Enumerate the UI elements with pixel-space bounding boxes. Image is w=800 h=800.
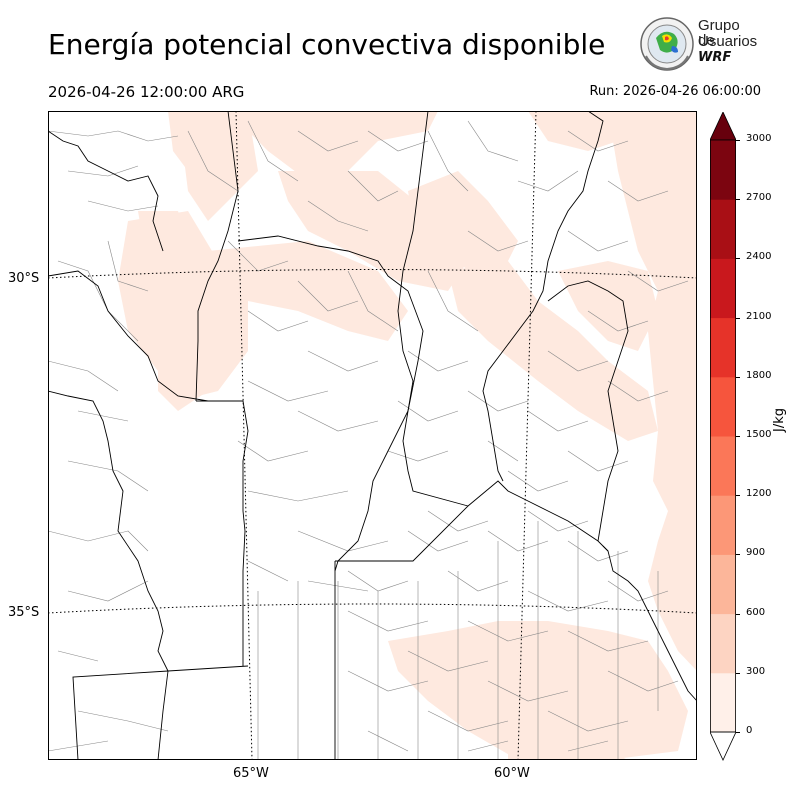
colorbar-tick-label: 1200 [746, 488, 772, 500]
page-title: Energía potencial convectiva disponible [48, 28, 606, 61]
colorbar-tick-label: 3000 [746, 133, 772, 144]
colorbar-tick-mark [736, 317, 740, 319]
colorbar-segment [710, 495, 736, 555]
colorbar-tick-label: 300 [746, 665, 766, 677]
colorbar-tick-label: 1800 [746, 369, 772, 381]
colorbar-tick-mark [736, 258, 740, 260]
colorbar-tick-mark [736, 376, 740, 378]
lon-label-60w: 60°W [494, 766, 530, 781]
colorbar-tick-mark [736, 199, 740, 201]
lon-label-65w: 65°W [233, 766, 269, 781]
colorbar-tick-label: 0 [746, 725, 753, 736]
colorbar-tick-mark [736, 140, 740, 141]
logo-text-line2: Usuarios [698, 33, 758, 50]
colorbar-tick-mark [736, 732, 740, 733]
colorbar-tick-label: 600 [746, 606, 766, 618]
globe-logo-icon [640, 17, 694, 71]
colorbar-tick-label: 2700 [746, 192, 772, 204]
colorbar-segment [710, 436, 736, 496]
colorbar-extend-max [710, 112, 736, 141]
colorbar-tick-label: 900 [746, 547, 766, 559]
logo-text-line3: WRF [698, 50, 732, 65]
colorbar-segment [710, 140, 736, 200]
lat-label-30s: 30°S [8, 271, 40, 286]
colorbar-tick-label: 2400 [746, 251, 772, 263]
colorbar-tick-label: 2100 [746, 310, 772, 322]
logo-text-line1: Grupo de [698, 17, 740, 49]
colorbar-segment [710, 554, 736, 615]
colorbar-segment [710, 613, 736, 674]
department-boundaries [48, 120, 689, 760]
colorbar-segment [710, 672, 736, 733]
graticule [48, 111, 697, 760]
colorbar-extend-min [710, 731, 736, 761]
valid-time: 2026-04-26 12:00:00 ARG [48, 83, 245, 101]
colorbar-segment [710, 317, 736, 378]
colorbar-tick-mark [736, 554, 740, 556]
lat-label-35s: 35°S [8, 605, 40, 620]
colorbar [710, 112, 736, 761]
colorbar-unit: J/kg [772, 408, 787, 432]
colorbar-tick-mark [736, 436, 740, 437]
cape-map [48, 111, 697, 760]
colorbar-segment [710, 258, 736, 319]
cape-shading [118, 111, 697, 760]
province-borders [48, 111, 697, 760]
colorbar-tick-mark [736, 495, 740, 497]
colorbar-tick-mark [736, 613, 740, 615]
wrf-logo: Grupo de Usuarios WRF [638, 16, 758, 72]
colorbar-tick-label: 1500 [746, 429, 772, 440]
run-time: Run: 2026-04-26 06:00:00 [589, 84, 761, 99]
colorbar-tick-mark [736, 672, 740, 674]
colorbar-segment [710, 199, 736, 259]
colorbar-segment [710, 376, 736, 437]
